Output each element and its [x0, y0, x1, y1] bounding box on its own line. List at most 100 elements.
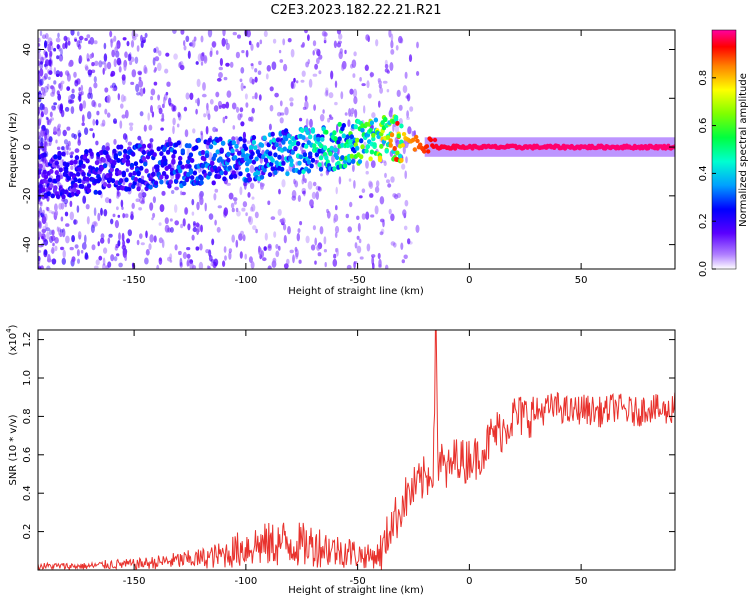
noise-blob: [108, 198, 112, 204]
ridge-blob: [308, 151, 313, 157]
ridge-blob: [211, 180, 216, 186]
noise-blob: [140, 200, 145, 205]
ridge-blob: [187, 164, 192, 169]
ridge-blob: [298, 154, 303, 160]
ridge-blob: [159, 179, 164, 185]
noise-blob: [239, 107, 244, 113]
noise-blob: [79, 103, 83, 112]
noise-blob: [226, 182, 231, 186]
noise-blob: [157, 62, 162, 72]
noise-blob: [53, 102, 57, 106]
noise-blob: [76, 205, 80, 213]
noise-blob: [382, 80, 388, 84]
ridge-blob: [399, 157, 404, 163]
noise-blob: [104, 62, 107, 71]
noise-blob: [297, 195, 301, 202]
noise-blob: [186, 247, 191, 251]
noise-blob: [277, 208, 282, 216]
noise-blob: [256, 42, 260, 48]
noise-blob: [416, 41, 419, 49]
noise-blob: [86, 216, 90, 225]
noise-blob: [60, 48, 63, 57]
ridge-blob: [426, 149, 431, 154]
ridge-blob: [50, 193, 55, 199]
noise-blob: [387, 183, 392, 188]
noise-blob: [366, 80, 370, 89]
ridge-blob: [86, 188, 92, 193]
noise-blob: [209, 50, 213, 57]
noise-blob: [70, 30, 75, 36]
ridge-blob: [47, 177, 53, 183]
noise-blob: [199, 196, 204, 206]
ridge-blob: [187, 143, 192, 149]
noise-blob: [51, 105, 56, 111]
noise-blob: [68, 99, 73, 105]
noise-blob: [77, 95, 81, 101]
noise-blob: [214, 219, 217, 226]
noise-blob: [191, 198, 195, 206]
noise-blob: [235, 170, 239, 175]
noise-blob: [228, 248, 233, 253]
noise-blob: [40, 129, 45, 137]
ridge-blob: [232, 155, 238, 161]
ridge-blob: [241, 152, 246, 158]
noise-blob: [211, 41, 216, 48]
ridge-blob: [72, 187, 77, 193]
noise-blob: [38, 265, 42, 269]
noise-blob: [255, 228, 258, 234]
noise-blob: [223, 76, 228, 81]
noise-blob: [61, 146, 65, 151]
ridge-blob: [43, 174, 49, 180]
noise-blob: [69, 200, 73, 207]
noise-blob: [361, 83, 366, 87]
noise-blob: [205, 125, 209, 135]
noise-blob: [240, 230, 244, 236]
noise-blob: [283, 63, 288, 72]
ridge-blob: [369, 120, 375, 126]
noise-blob: [77, 129, 81, 139]
noise-blob: [195, 222, 200, 228]
noise-blob: [158, 50, 162, 57]
noise-blob: [137, 70, 142, 76]
noise-blob: [219, 58, 223, 66]
noise-blob: [38, 231, 42, 238]
noise-blob: [149, 138, 154, 143]
noise-blob: [378, 83, 382, 89]
ridge-blob: [77, 166, 82, 172]
ridge-blob: [318, 155, 324, 161]
noise-blob: [279, 100, 283, 107]
ridge-blob: [360, 144, 365, 150]
noise-blob: [120, 94, 125, 103]
noise-blob: [117, 214, 121, 218]
noise-blob: [240, 67, 245, 74]
noise-blob: [334, 80, 338, 88]
noise-blob: [165, 52, 170, 57]
ridge-blob: [399, 123, 404, 129]
ridge-blob: [377, 155, 383, 161]
noise-blob: [80, 91, 84, 96]
noise-blob: [143, 124, 147, 132]
colorbar-tick-label: 0.2: [698, 213, 709, 229]
noise-blob: [291, 190, 297, 199]
noise-blob: [353, 180, 356, 189]
noise-blob: [116, 40, 121, 49]
noise-blob: [218, 105, 222, 109]
noise-blob: [203, 113, 207, 118]
ridge-blob: [69, 160, 74, 166]
noise-blob: [242, 131, 246, 140]
noise-blob: [112, 213, 116, 218]
noise-blob: [225, 62, 230, 67]
ridge-blob: [324, 155, 329, 161]
noise-blob: [297, 228, 301, 234]
ridge-blob: [139, 165, 144, 171]
noise-blob: [275, 244, 279, 249]
noise-blob: [239, 251, 243, 259]
ridge-blob: [117, 151, 123, 157]
noise-blob: [405, 156, 408, 164]
x-tick-label: 50: [575, 275, 588, 286]
noise-blob: [56, 226, 60, 232]
noise-blob: [104, 197, 110, 204]
noise-blob: [207, 30, 213, 38]
noise-blob: [101, 119, 106, 127]
noise-blob: [77, 139, 81, 146]
